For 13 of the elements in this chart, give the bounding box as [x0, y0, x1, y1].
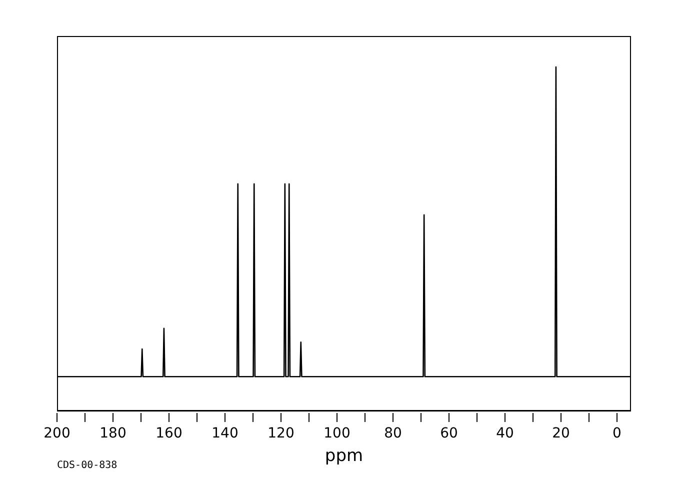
- x-tick-label: 100: [324, 426, 350, 442]
- x-tick-label: 180: [100, 426, 126, 442]
- x-tick-label: 200: [44, 426, 70, 442]
- x-tick-label: 40: [496, 426, 514, 442]
- x-tick-label: 120: [268, 426, 294, 442]
- x-tick-label: 0: [612, 426, 622, 442]
- x-tick-label: 80: [384, 426, 402, 442]
- x-tick-label: 60: [440, 426, 458, 442]
- x-tick-label: 140: [212, 426, 238, 442]
- x-tick-label: 20: [552, 426, 570, 442]
- x-tick-label: 160: [156, 426, 182, 442]
- x-axis-title: ppm: [324, 446, 364, 466]
- text: CDS-00-838: [57, 460, 118, 471]
